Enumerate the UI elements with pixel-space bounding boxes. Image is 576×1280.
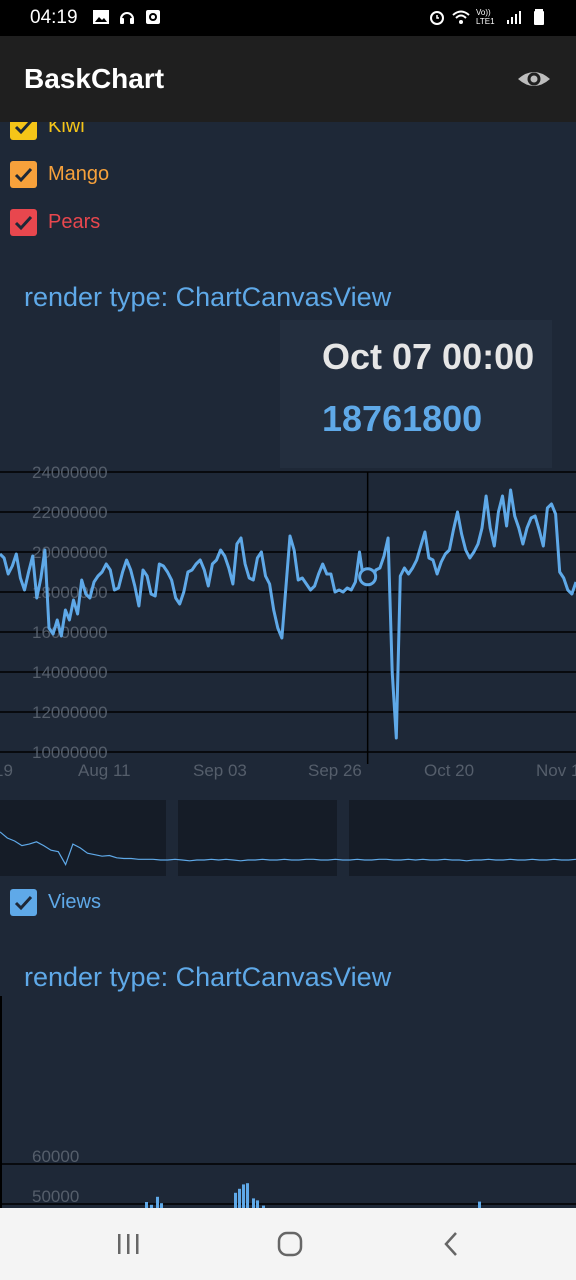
chart-tooltip: Oct 07 00:00 18761800	[280, 320, 552, 468]
signal-icon	[507, 11, 521, 24]
y-tick-label: 12000000	[32, 703, 108, 722]
y-tick-label: 60000	[32, 1147, 79, 1166]
checkbox-kiwi-box[interactable]	[10, 122, 37, 140]
home-icon[interactable]	[270, 1226, 310, 1262]
bar	[145, 1202, 148, 1208]
bar	[150, 1204, 153, 1208]
checkbox-views[interactable]: Views	[10, 887, 101, 917]
line-chart[interactable]: 24000000 22000000 20000000 18000000 16000000…	[0, 462, 576, 782]
tooltip-date: Oct 07 00:00	[322, 336, 535, 377]
status-bar: 04:19 Vo)) LTE1	[0, 0, 576, 36]
range-selector-right-mask	[349, 800, 576, 876]
x-tick-label: 19	[0, 761, 13, 780]
checkbox-pears-label: Pears	[48, 210, 101, 233]
checkbox-pears[interactable]: Pears	[10, 207, 100, 237]
checkbox-mango-label: Mango	[48, 162, 110, 185]
bar	[246, 1183, 249, 1208]
screen-record-icon	[146, 10, 160, 24]
check-icon	[14, 167, 33, 182]
range-selector-window[interactable]	[178, 800, 337, 876]
range-selector-left-handle[interactable]	[166, 800, 178, 876]
app-bar: BaskChart	[0, 36, 576, 122]
y-tick-label: 20000000	[32, 543, 108, 562]
bar	[252, 1198, 255, 1208]
series-line	[0, 488, 576, 740]
bar	[242, 1184, 245, 1208]
y-tick-label: 24000000	[32, 463, 108, 482]
system-nav-bar	[0, 1208, 576, 1280]
alarm-icon	[430, 11, 444, 25]
overview-line	[0, 831, 576, 867]
bar-chart[interactable]: 60000 50000	[0, 996, 576, 1208]
volte-icon: Vo)) LTE1	[476, 8, 495, 26]
bar	[238, 1188, 241, 1208]
highlight-point	[358, 567, 378, 587]
range-selector[interactable]	[0, 798, 576, 878]
x-tick-label: Sep 26	[308, 761, 362, 780]
app-title: BaskChart	[24, 63, 165, 94]
checkbox-mango-box[interactable]	[10, 160, 37, 188]
y-tick-label: 10000000	[32, 743, 108, 762]
bar	[234, 1192, 237, 1208]
checkbox-views-label: Views	[48, 890, 101, 913]
checkbox-kiwi-label: Kiwi	[48, 114, 85, 137]
bar	[160, 1203, 163, 1208]
bar	[262, 1205, 265, 1208]
check-icon	[14, 895, 33, 910]
render-type-label-2: render type: ChartCanvasView	[24, 962, 392, 992]
battery-icon	[534, 9, 544, 25]
check-icon	[14, 122, 32, 134]
checkbox-mango[interactable]: Mango	[10, 159, 109, 189]
wifi-icon	[452, 10, 470, 24]
checkbox-pears-box[interactable]	[10, 208, 37, 236]
checkbox-kiwi[interactable]: Kiwi	[10, 114, 85, 141]
check-icon	[14, 215, 33, 230]
x-tick-label: Nov 1	[536, 761, 576, 780]
range-selector-right-handle[interactable]	[337, 800, 349, 876]
headset-icon	[120, 12, 134, 24]
tooltip-value: 18761800	[322, 398, 483, 439]
bar	[256, 1200, 259, 1208]
back-icon[interactable]	[432, 1226, 472, 1262]
image-icon	[93, 10, 109, 24]
bar	[478, 1201, 481, 1208]
y-tick-label: 16000000	[32, 623, 108, 642]
recents-icon[interactable]	[108, 1226, 148, 1262]
x-tick-label: Aug 11	[78, 761, 131, 780]
y-tick-label: 14000000	[32, 663, 108, 682]
y-tick-label: 22000000	[32, 503, 108, 522]
render-type-label-1: render type: ChartCanvasView	[24, 282, 392, 312]
y-tick-label: 18000000	[32, 583, 108, 602]
checkbox-views-box[interactable]	[10, 888, 37, 916]
range-selector-left-mask	[0, 800, 166, 876]
x-tick-label: Sep 03	[193, 761, 247, 780]
bar	[156, 1196, 159, 1208]
status-time: 04:19	[30, 7, 78, 28]
y-tick-label: 50000	[32, 1187, 79, 1206]
x-tick-label: Oct 20	[424, 761, 474, 780]
eye-icon[interactable]	[516, 64, 552, 94]
